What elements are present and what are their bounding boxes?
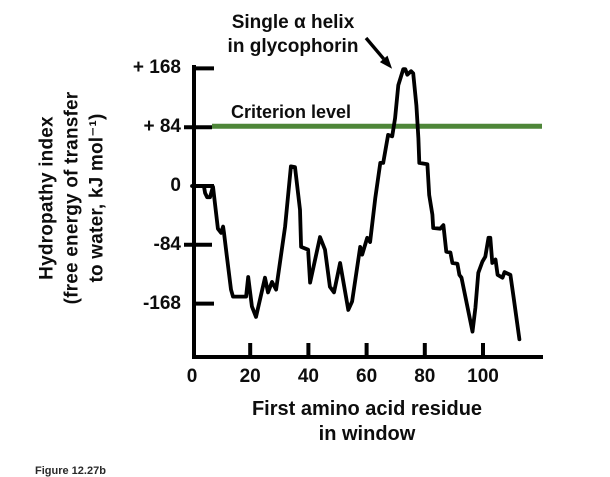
x-tick-label: 100 (467, 366, 499, 387)
x-axis-label: First amino acid residue in window (252, 397, 482, 447)
x-axis-label-line2: in window (318, 423, 416, 445)
criterion-level-label: Criterion level (231, 102, 352, 122)
y-axis-label: Hydropathy index (free energy of transfe… (35, 92, 110, 305)
annotation-line2: in glycophorin (227, 36, 359, 57)
y-axis-label-line1: Hydropathy index (36, 116, 58, 280)
x-tick-label: 80 (414, 366, 436, 387)
figure-caption: Figure 12.27b (35, 465, 106, 477)
x-tick-label: 60 (356, 366, 378, 387)
y-tick-label: 0 (170, 175, 181, 196)
hydropathy-curve (190, 67, 522, 342)
y-axis-label-line3: to water, kJ mol⁻¹) (86, 113, 108, 283)
annotation-arrow-line (364, 36, 385, 60)
y-tick-label: + 168 (132, 57, 181, 79)
y-tick-label: + 84 (143, 116, 181, 138)
x-axis-label-line1: First amino acid residue (251, 398, 483, 420)
annotation-single-alpha-helix: Single α helix in glycophorin (228, 11, 359, 59)
x-tick-label: 40 (297, 366, 319, 387)
y-axis-label-line2: (free energy of transfer (61, 91, 83, 305)
x-tick-label: 0 (186, 366, 198, 387)
x-tick-label: 20 (239, 366, 261, 387)
annotation-line1: Single α helix (231, 12, 355, 33)
y-tick-label: -84 (153, 233, 181, 255)
annotation-arrowhead (379, 55, 393, 69)
y-tick-label: -168 (142, 292, 181, 314)
